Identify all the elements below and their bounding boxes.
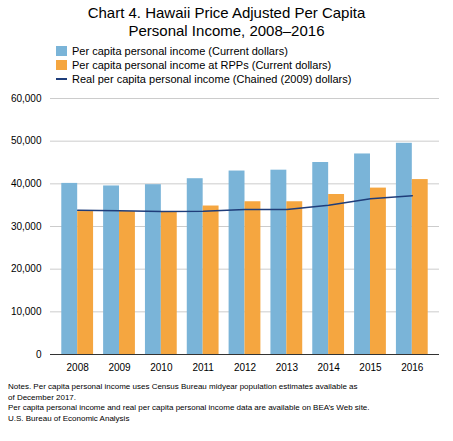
svg-text:2009: 2009 (108, 362, 131, 373)
svg-text:0: 0 (36, 349, 42, 360)
html-text:Chart 4. Hawaii Price Adjusted: Chart 4. Hawaii Price Adjusted Per Capit… (87, 4, 366, 39)
html-text:of December 2017.: of December 2017. (8, 392, 76, 402)
html-text:Notes. Per capita personal inc: Notes. Per capita personal income uses C… (8, 382, 358, 391)
svg-text:2013: 2013 (276, 362, 299, 373)
html-text:Per capita personal income and: Per capita personal income and real per … (8, 403, 370, 412)
svg-text:2016: 2016 (401, 362, 424, 373)
html-text:Per capita personal income (Cu: Per capita personal income (Current doll… (72, 45, 288, 57)
svg-text:2015: 2015 (359, 362, 382, 373)
svg-text:50,000: 50,000 (11, 135, 42, 146)
svg-text:2008: 2008 (67, 362, 90, 373)
svg-text:2010: 2010 (150, 362, 173, 373)
svg-text:2014: 2014 (318, 362, 341, 373)
svg-text:30,000: 30,000 (11, 221, 42, 232)
svg-text:60,000: 60,000 (11, 93, 42, 104)
svg-text:10,000: 10,000 (11, 306, 42, 317)
svg-text:20,000: 20,000 (11, 263, 42, 274)
svg-text:2012: 2012 (234, 362, 257, 373)
html-text:Per capita personal income at: Per capita personal income at RPPs (Curr… (72, 59, 332, 71)
html-text:U.S. Bureau of Economic Analys: U.S. Bureau of Economic Analysis (8, 413, 130, 423)
svg-text:40,000: 40,000 (11, 178, 42, 189)
html-text:Real per capita personal incom: Real per capita personal income (Chained… (72, 73, 352, 85)
svg-text:2011: 2011 (192, 362, 214, 373)
